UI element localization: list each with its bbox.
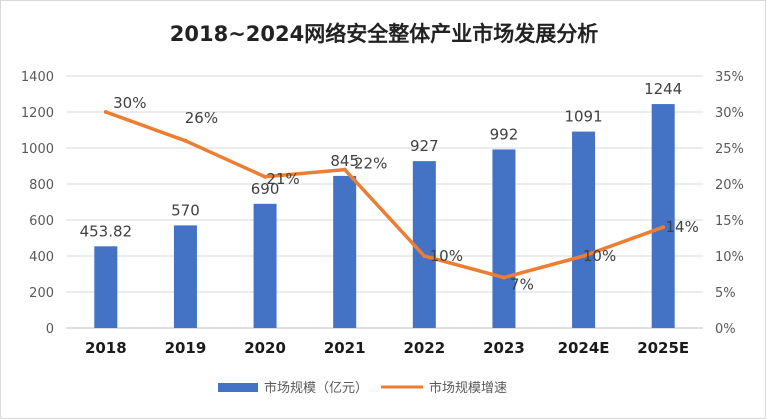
bar-data-label: 845 — [330, 152, 359, 170]
right-tick-label: 30% — [715, 106, 744, 121]
left-axis: 0 200 400 600 800 1000 1200 1400 — [21, 70, 54, 337]
left-tick-label: 600 — [29, 214, 54, 229]
right-tick-label: 20% — [715, 178, 744, 193]
left-tick-label: 400 — [29, 250, 54, 265]
left-tick-label: 0 — [46, 322, 54, 337]
right-tick-label: 10% — [715, 250, 744, 265]
left-tick-label: 200 — [29, 286, 54, 301]
right-tick-label: 35% — [715, 70, 744, 85]
legend-label-bar: 市场规模（亿元） — [264, 380, 368, 396]
line-point — [501, 275, 506, 280]
line-series: 30% 26% 21% 22% 10% 7% 10% 14% — [103, 94, 699, 294]
line-point — [422, 254, 427, 258]
bar-series: 453.82 570 690 845 927 992 1091 1244 — [80, 80, 682, 328]
bar — [572, 131, 596, 328]
line-data-label: 30% — [113, 94, 146, 112]
x-tick-label: 2019 — [165, 339, 207, 357]
line-data-label: 10% — [583, 247, 616, 265]
bar — [94, 246, 118, 328]
bar-data-label: 1091 — [564, 108, 602, 126]
bar — [333, 175, 357, 328]
line-point — [183, 138, 188, 143]
line-point — [263, 174, 268, 179]
bar — [173, 225, 197, 328]
x-tick-label: 2025E — [637, 339, 689, 357]
legend-label-line: 市场规模增速 — [429, 380, 507, 396]
left-tick-label: 1400 — [21, 70, 54, 85]
right-tick-label: 15% — [715, 214, 744, 229]
line-data-label: 21% — [266, 170, 299, 188]
legend: 市场规模（亿元） 市场规模增速 — [218, 380, 507, 396]
x-axis: 2018 2019 2020 2021 2022 2023 2024E 2025E — [85, 339, 689, 357]
right-tick-label: 5% — [715, 286, 736, 301]
line-point — [581, 254, 586, 258]
left-tick-label: 800 — [29, 178, 54, 193]
bar-data-label: 690 — [251, 180, 280, 198]
bar-data-label: 992 — [490, 125, 519, 143]
x-tick-label: 2021 — [324, 339, 366, 357]
x-tick-label: 2023 — [483, 339, 525, 357]
bar-data-label: 927 — [410, 137, 439, 155]
line-data-label: 14% — [666, 218, 699, 236]
x-tick-label: 2024E — [558, 339, 610, 357]
bar-data-label: 453.82 — [80, 222, 133, 240]
left-tick-label: 1000 — [21, 142, 54, 157]
bar — [412, 161, 436, 328]
left-tick-label: 1200 — [21, 106, 54, 121]
bar — [253, 203, 277, 328]
line-data-label: 7% — [510, 276, 534, 294]
bar-data-label: 1244 — [644, 80, 682, 98]
line-point — [661, 225, 666, 230]
bar — [651, 104, 675, 328]
line-data-label: 26% — [185, 109, 218, 127]
bar — [492, 149, 516, 328]
right-axis: 0% 5% 10% 15% 20% 25% 30% 35% — [715, 70, 744, 337]
chart-title: 2018~2024网络安全整体产业市场发展分析 — [170, 22, 599, 46]
line-data-label: 22% — [354, 155, 387, 173]
gridlines — [66, 75, 703, 329]
x-tick-label: 2020 — [244, 339, 286, 357]
right-tick-label: 0% — [715, 322, 736, 337]
x-tick-label: 2018 — [85, 339, 127, 357]
growth-line — [104, 110, 665, 280]
bar-data-label: 570 — [171, 201, 200, 219]
line-point — [342, 167, 347, 172]
line-point — [103, 110, 108, 114]
x-tick-label: 2022 — [403, 339, 445, 357]
line-data-label: 10% — [430, 247, 463, 265]
right-tick-label: 25% — [715, 142, 744, 157]
legend-swatch-bar — [218, 383, 258, 392]
